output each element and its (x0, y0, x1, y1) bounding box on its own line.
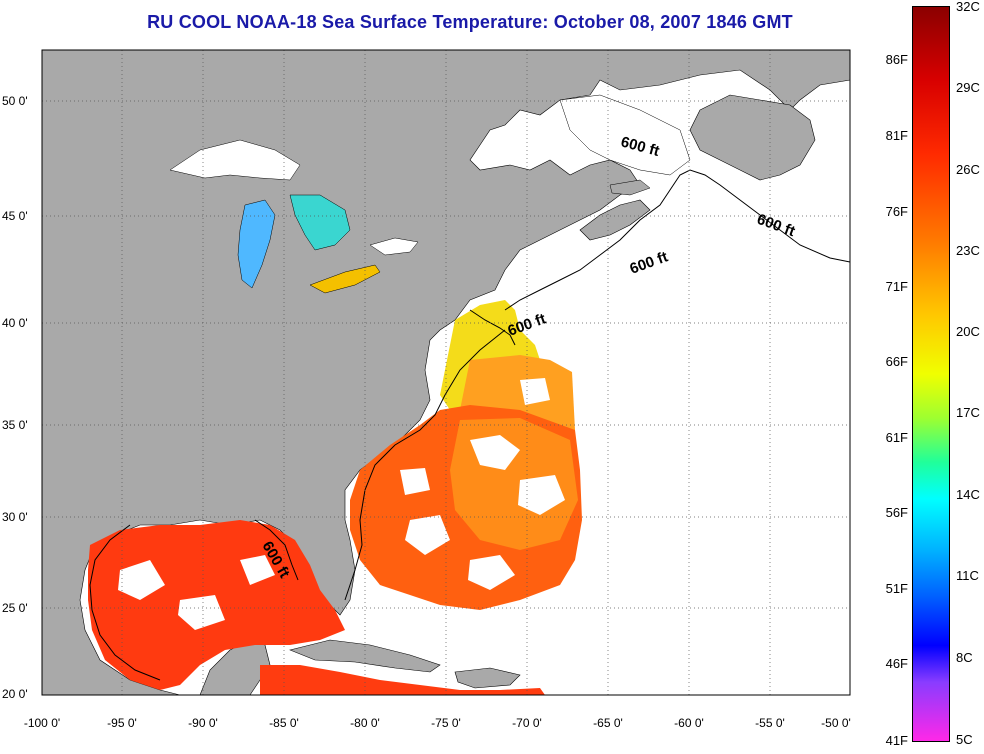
land-nova-scotia (579, 199, 651, 241)
x-tick-label: -90 0' (188, 716, 218, 730)
celsius-tick: 26C (956, 162, 980, 177)
x-tick-label: -70 0' (512, 716, 542, 730)
cloud-patches (118, 378, 565, 630)
y-tick-label: 45 0' (2, 209, 28, 223)
celsius-tick: 32C (956, 0, 980, 14)
fahrenheit-tick: 81F (885, 128, 908, 143)
temperature-colorbar (912, 6, 950, 742)
y-tick-label: 30 0' (2, 510, 28, 524)
x-tick-label: -50 0' (821, 716, 851, 730)
map-grid (42, 50, 850, 695)
y-tick-label: 35 0' (2, 418, 28, 432)
x-tick-label: -75 0' (431, 716, 461, 730)
sst-caribbean (260, 665, 545, 695)
fahrenheit-tick: 51F (885, 581, 908, 596)
fahrenheit-tick: 46F (885, 656, 908, 671)
land-hispaniola (454, 667, 521, 689)
celsius-tick: 23C (956, 243, 980, 258)
fahrenheit-tick: 86F (885, 52, 908, 67)
y-tick-label: 40 0' (2, 316, 28, 330)
fahrenheit-tick: 61F (885, 430, 908, 445)
x-tick-label: -60 0' (674, 716, 704, 730)
x-tick-label: -55 0' (755, 716, 785, 730)
celsius-tick: 20C (956, 324, 980, 339)
celsius-tick: 8C (956, 650, 973, 665)
x-tick-label: -65 0' (593, 716, 623, 730)
fahrenheit-tick: 41F (885, 733, 908, 748)
land-newfoundland (689, 94, 816, 181)
lake-michigan (237, 199, 276, 289)
map-title: RU COOL NOAA-18 Sea Surface Temperature:… (147, 12, 793, 32)
lake-superior (169, 139, 301, 181)
fahrenheit-tick: 71F (885, 279, 908, 294)
sst-map: 600 ft 600 ft 600 ft 600 ft 600 ft (41, 49, 851, 696)
land-cuba (289, 639, 441, 673)
lake-erie (309, 264, 381, 294)
celsius-tick: 14C (956, 487, 980, 502)
celsius-tick: 5C (956, 732, 973, 747)
gulf-st-lawrence (559, 94, 691, 176)
y-tick-label: 20 0' (2, 687, 28, 701)
fahrenheit-tick: 76F (885, 204, 908, 219)
y-tick-label: 50 0' (2, 94, 28, 108)
celsius-tick: 29C (956, 80, 980, 95)
x-tick-label: -80 0' (350, 716, 380, 730)
x-tick-label: -100 0' (23, 716, 61, 730)
isobath-600ft (89, 169, 851, 681)
fahrenheit-tick: 66F (885, 354, 908, 369)
y-tick-label: 25 0' (2, 601, 28, 615)
land-pei (609, 179, 651, 196)
x-tick-label: -85 0' (269, 716, 299, 730)
x-tick-label: -95 0' (107, 716, 137, 730)
celsius-tick: 11C (956, 568, 979, 583)
fahrenheit-tick: 56F (885, 505, 908, 520)
lake-huron (289, 194, 351, 251)
celsius-tick: 17C (956, 405, 980, 420)
lake-ontario (369, 237, 419, 256)
